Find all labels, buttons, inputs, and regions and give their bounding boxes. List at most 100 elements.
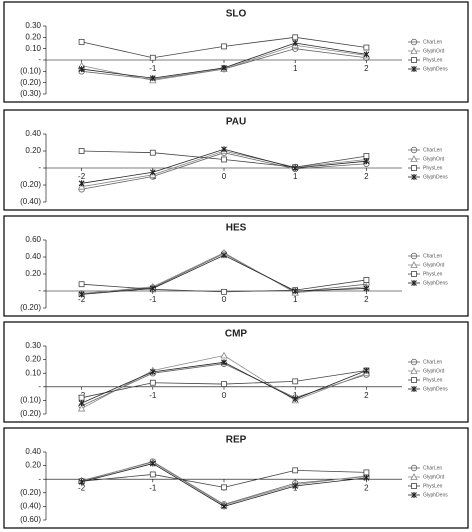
x-tick-label: 2	[364, 391, 369, 400]
x-tick-label: -2	[78, 172, 86, 181]
marker	[363, 153, 370, 160]
chart-panel: PAU0.400.20-(0.20)(0.40)-2-1012CharLenGl…	[3, 109, 469, 211]
x-tick-label: -1	[149, 295, 157, 304]
marker	[149, 471, 156, 478]
marker	[221, 64, 227, 71]
legend-label: CharLen	[423, 147, 442, 153]
y-tick-label: 0.20	[25, 461, 41, 470]
y-tick-label: 0.20	[25, 355, 41, 364]
y-tick-label: 0.10	[25, 368, 41, 377]
marker	[78, 148, 85, 154]
legend-label: GlyphOrd	[423, 156, 445, 162]
marker	[149, 75, 156, 82]
x-tick-label: -2	[78, 483, 86, 492]
x-tick-label: 1	[293, 391, 298, 400]
marker	[292, 467, 299, 474]
legend-label: GlyphDens	[423, 280, 448, 286]
marker	[221, 359, 227, 366]
x-tick-label: 0	[222, 391, 227, 400]
y-tick-label: 0.60	[25, 235, 41, 244]
legend-label: GlyphOrd	[423, 48, 445, 54]
marker	[78, 66, 85, 73]
x-tick-label: 1	[293, 295, 298, 304]
legend-marker	[411, 66, 417, 72]
marker	[149, 460, 156, 467]
chart-title: PAU	[226, 117, 246, 128]
marker	[363, 469, 370, 476]
legend-marker	[411, 165, 417, 171]
marker	[221, 156, 227, 163]
marker	[149, 169, 156, 176]
legend-marker	[410, 367, 418, 374]
marker	[292, 165, 299, 171]
marker	[221, 503, 227, 510]
chart-panel: REP0.400.20-(0.20)(0.40)(0.60)-2-1012Cha…	[3, 427, 469, 529]
legend-marker	[411, 280, 417, 286]
legend-label: GlyphDens	[423, 66, 448, 72]
legend-label: GlyphDens	[423, 386, 448, 392]
marker	[221, 288, 227, 295]
marker	[363, 367, 370, 374]
legend-marker	[410, 464, 418, 472]
x-tick-label: 0	[222, 172, 227, 181]
marker	[221, 146, 227, 153]
legend-marker	[411, 386, 417, 392]
legend-label: CharLen	[423, 359, 442, 365]
y-tick-label: (0.10)	[20, 396, 41, 405]
legend-marker	[410, 252, 418, 260]
y-tick-label: 0.30	[25, 21, 41, 30]
marker	[78, 281, 85, 288]
chart-panel: HES 0.60 0.40 0.20 - (0.20) -2 -1 0 1 2 CharLen Glyp…	[3, 215, 469, 317]
panel-border	[3, 109, 469, 211]
x-tick-label: -1	[149, 483, 157, 492]
legend-label: PhysLen	[423, 165, 443, 171]
legend-marker	[410, 38, 418, 46]
legend-label: CharLen	[423, 465, 442, 471]
marker	[292, 34, 299, 41]
marker	[363, 277, 370, 283]
marker	[292, 288, 299, 294]
x-tick-label: 1	[293, 64, 298, 73]
legend-label: CharLen	[423, 39, 442, 45]
legend-marker	[411, 483, 417, 489]
marker	[78, 180, 85, 187]
y-tick-label: (0.20)	[20, 488, 41, 497]
marker	[221, 484, 227, 491]
y-tick-label: -	[38, 55, 41, 64]
chart-title: SLO	[226, 9, 247, 20]
y-tick-label: (0.20)	[20, 303, 41, 312]
legend-marker	[411, 271, 417, 277]
marker	[78, 38, 85, 45]
marker	[292, 483, 299, 489]
marker	[149, 379, 156, 386]
y-tick-label: -	[38, 382, 41, 391]
legend-marker	[410, 146, 418, 154]
marker	[78, 478, 85, 485]
y-tick-label: 0.20	[25, 32, 41, 41]
legend-label: PhysLen	[423, 377, 443, 383]
legend-label: PhysLen	[423, 483, 443, 489]
legend-marker	[410, 261, 418, 268]
y-tick-label: 0.40	[25, 447, 41, 456]
y-tick-label: 0.10	[25, 44, 41, 53]
x-tick-label: 1	[293, 172, 298, 181]
legend-marker	[411, 57, 417, 63]
legend-marker	[410, 473, 418, 480]
panel-border	[3, 321, 469, 423]
legend-label: GlyphDens	[423, 492, 448, 498]
marker	[363, 158, 370, 165]
marker	[221, 43, 227, 50]
marker	[363, 474, 370, 481]
marker	[78, 400, 85, 407]
marker	[221, 252, 227, 259]
marker	[77, 404, 86, 412]
y-tick-label: 0.20	[25, 146, 41, 155]
y-tick-label: -	[38, 474, 41, 483]
x-tick-label: -1	[149, 64, 157, 73]
legend-label: GlyphOrd	[423, 262, 445, 268]
marker	[78, 394, 85, 401]
x-tick-label: 2	[364, 483, 369, 492]
y-tick-label: 0.40	[25, 252, 41, 261]
marker	[363, 51, 370, 58]
x-tick-label: -2	[78, 295, 86, 304]
